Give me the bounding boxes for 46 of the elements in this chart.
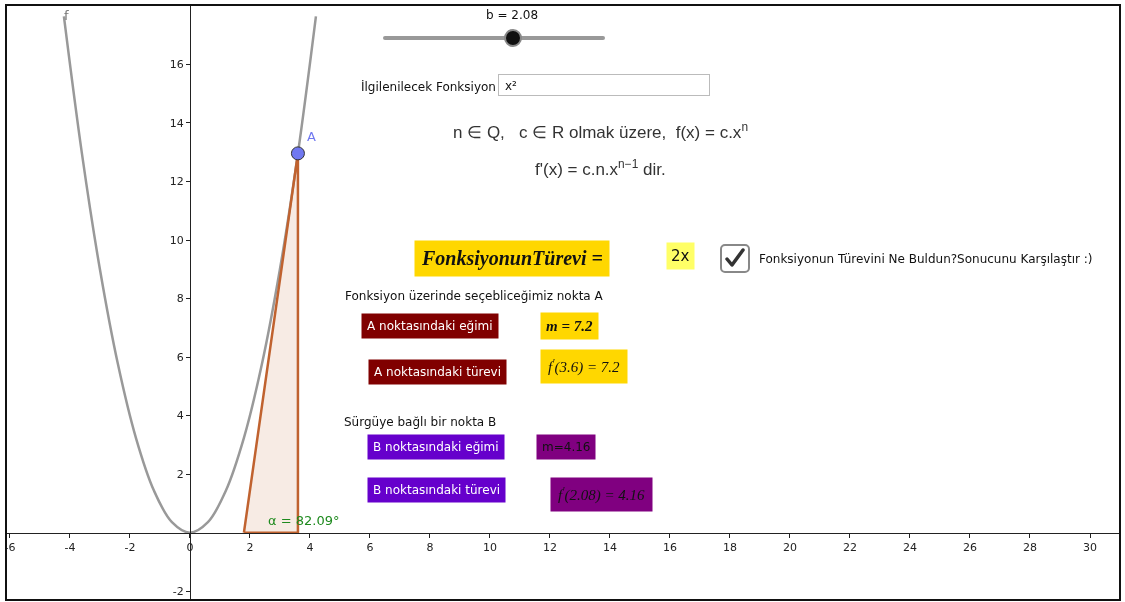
annotation: B noktasındaki eğimi xyxy=(373,440,499,454)
y-tick-label: -2 xyxy=(172,585,184,599)
y-tick-label: 14 xyxy=(169,116,184,130)
x-tick-label: 6 xyxy=(366,540,374,554)
annotation: A noktasındaki türevi xyxy=(374,365,502,379)
x-tick-label: 16 xyxy=(662,540,677,554)
annotation: n ∈ Q, c ∈ R olmak üzere, f(x) = c.x$^{n}$ xyxy=(453,120,748,143)
annotation: b = 2.08 xyxy=(486,8,539,22)
y-tick-label: 4 xyxy=(176,409,184,423)
y-tick-label: 12 xyxy=(169,175,184,189)
annotation: A noktasındaki eğimi xyxy=(367,319,493,333)
annotation: f$^{'}$(2.08) = 4.16 xyxy=(558,485,646,505)
x-tick-label: 28 xyxy=(1022,540,1037,554)
y-tick-label: 10 xyxy=(169,233,184,247)
x-tick-label: 24 xyxy=(902,540,917,554)
x-tick-label: 20 xyxy=(782,540,797,554)
annotation: 2x xyxy=(671,247,690,265)
y-tick-label: 6 xyxy=(176,350,184,364)
annotation: m=4.16 xyxy=(542,440,591,454)
x-tick-label: -2 xyxy=(124,540,136,554)
x-tick-label: -4 xyxy=(64,540,76,554)
x-tick-label: 30 xyxy=(1083,540,1097,554)
annotation: Fonksiyon üzerinde seçebliceğimiz nokta A xyxy=(345,289,604,303)
x-tick-label: 14 xyxy=(602,540,617,554)
annotation: FonksiyonunTürevi = xyxy=(421,247,603,270)
annotation: m = 7.2 xyxy=(546,318,593,334)
x-tick-label: 4 xyxy=(306,540,314,554)
x-tick-label: 2 xyxy=(246,540,254,554)
annotation: f$^{'}$(3.6) = 7.2 xyxy=(548,357,621,377)
x-tick-label: 8 xyxy=(426,540,434,554)
annotation: Sürgüye bağlı bir nokta B xyxy=(344,415,497,429)
x-tick-label: 26 xyxy=(962,540,977,554)
series-label: f xyxy=(63,7,69,23)
annotation: f'(x) = c.n.x$^{n−1}$ dir. xyxy=(535,157,666,180)
y-tick-label: 2 xyxy=(176,468,184,481)
x-tick-label: 10 xyxy=(482,540,497,554)
annotation: x² xyxy=(505,79,518,93)
annotation: B noktasındaki türevi xyxy=(373,483,501,497)
annotation: Fonksiyonun Türevini Ne Buldun?Sonucunu Karşılaştır :) xyxy=(759,252,1093,266)
annotation: İlgilenilecek Fonksiyon xyxy=(361,79,496,94)
y-tick-label: 8 xyxy=(176,292,184,306)
x-tick-label: 22 xyxy=(842,540,857,554)
x-tick-label: 18 xyxy=(722,540,737,554)
y-tick-label: 16 xyxy=(169,58,184,72)
series-label: A xyxy=(307,129,317,145)
x-tick-label: 12 xyxy=(542,540,557,554)
